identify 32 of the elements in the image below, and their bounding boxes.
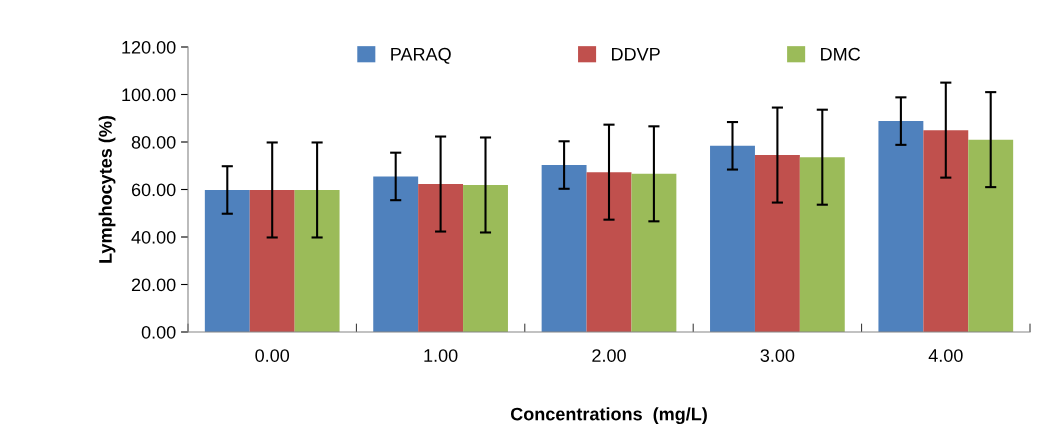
bar bbox=[878, 121, 924, 332]
x-tick-label: 3.00 bbox=[760, 349, 795, 362]
legend-label: DDVP bbox=[612, 47, 660, 61]
x-tick-label: 4.00 bbox=[928, 349, 963, 362]
bar bbox=[249, 189, 295, 332]
bar bbox=[586, 172, 632, 332]
y-tick-label: 20.00 bbox=[131, 278, 176, 292]
x-tick-label: 2.00 bbox=[592, 349, 626, 362]
y-axis-title: Lymphocytes (%) bbox=[98, 115, 116, 263]
x-tick-label: 1.00 bbox=[424, 349, 458, 362]
bar bbox=[710, 145, 755, 332]
bar bbox=[923, 130, 969, 332]
bar bbox=[418, 184, 464, 332]
bar bbox=[968, 139, 1014, 332]
y-tick-label: 40.00 bbox=[131, 230, 176, 244]
bar bbox=[373, 176, 419, 332]
legend-label: DMC bbox=[821, 47, 861, 61]
y-tick-label: 80.00 bbox=[131, 135, 176, 149]
bar bbox=[463, 184, 508, 332]
bar bbox=[204, 189, 250, 332]
bar bbox=[631, 173, 677, 332]
bar bbox=[541, 165, 587, 332]
bar bbox=[294, 189, 340, 332]
x-tick-label: 0.00 bbox=[255, 349, 290, 362]
y-tick-label: 0.00 bbox=[141, 325, 176, 339]
bar bbox=[754, 155, 800, 332]
y-tick-label: 100.00 bbox=[122, 88, 176, 102]
bar bbox=[799, 157, 845, 332]
legend-label: PARAQ bbox=[391, 47, 451, 64]
y-tick-label: 120.00 bbox=[122, 40, 176, 54]
x-axis-title: Concentrations (mg/L) bbox=[510, 407, 707, 425]
y-tick-label: 60.00 bbox=[131, 183, 176, 197]
